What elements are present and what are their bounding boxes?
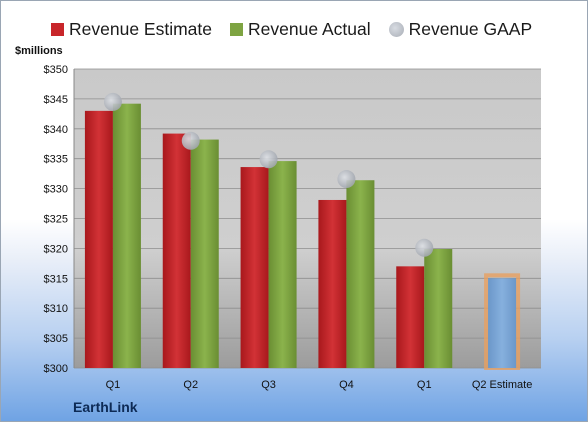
legend-item-revenue-actual: Revenue Actual — [230, 19, 371, 40]
legend-swatch-actual — [230, 22, 243, 36]
y-tick-label: $330 — [44, 184, 68, 196]
bar-revenue-estimate — [240, 167, 269, 368]
legend-label-gaap: Revenue GAAP — [408, 18, 533, 39]
bar-revenue-actual — [190, 139, 219, 368]
y-axis-unit-label: $millions — [15, 45, 63, 57]
y-tick-label: $305 — [44, 333, 68, 345]
marker-revenue-gaap — [103, 92, 122, 111]
x-tick-label: Q1 — [106, 379, 121, 391]
bar-revenue-actual — [268, 161, 297, 368]
legend-label-estimate: Revenue Estimate — [69, 18, 212, 39]
y-tick-label: $340 — [44, 124, 68, 136]
bar-revenue-estimate — [162, 133, 191, 368]
y-tick-label: $345 — [44, 94, 68, 106]
bar-revenue-actual — [346, 180, 375, 368]
bar-revenue-actual — [424, 248, 453, 368]
y-tick-label: $335 — [44, 154, 68, 166]
y-tick-label: $320 — [44, 243, 68, 255]
marker-revenue-gaap — [337, 170, 356, 189]
bar-revenue-estimate — [396, 266, 425, 368]
bar-revenue-estimate-forecast — [488, 278, 517, 368]
bar-revenue-estimate — [84, 110, 113, 369]
y-tick-label: $325 — [44, 214, 68, 226]
legend-item-revenue-gaap: Revenue GAAP — [388, 18, 533, 40]
legend: Revenue Estimate Revenue Actual Revenue … — [51, 17, 550, 41]
bar-revenue-actual — [112, 103, 141, 369]
marker-revenue-gaap — [181, 131, 200, 150]
x-tick-label: Q3 — [261, 379, 276, 391]
legend-item-revenue-estimate: Revenue Estimate — [51, 19, 212, 40]
y-tick-label: $350 — [44, 64, 68, 76]
legend-swatch-estimate — [51, 22, 64, 36]
company-name: EarthLink — [73, 399, 138, 415]
y-tick-label: $315 — [44, 273, 68, 285]
x-tick-label: Q2 — [183, 379, 198, 391]
y-tick-label: $300 — [44, 363, 68, 375]
bar-revenue-estimate — [318, 199, 347, 368]
marker-revenue-gaap — [259, 150, 278, 169]
x-tick-label: Q1 — [417, 379, 432, 391]
x-tick-label: Q2 Estimate — [472, 379, 533, 391]
marker-revenue-gaap — [415, 238, 434, 257]
x-tick-label: Q4 — [339, 379, 354, 391]
legend-label-actual: Revenue Actual — [248, 18, 371, 39]
legend-swatch-gaap — [388, 21, 404, 37]
y-tick-label: $310 — [44, 303, 68, 315]
